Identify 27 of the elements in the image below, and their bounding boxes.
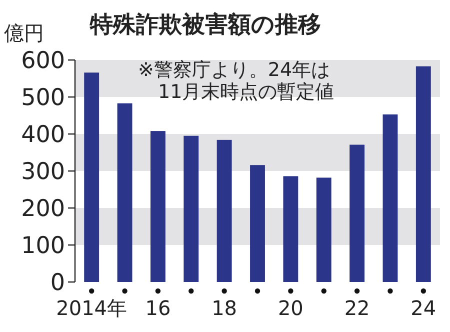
x-tick-label: 22: [344, 296, 370, 320]
y-tick-label: 200: [21, 196, 65, 222]
y-tick-label: 500: [21, 85, 65, 111]
annotation: ※警察庁より。24年は 11月末時点の暫定値: [138, 59, 334, 103]
bar: [184, 136, 199, 282]
x-tick-label: 20: [278, 296, 304, 320]
chart-title: 特殊詐欺被害額の推移: [89, 11, 321, 38]
bar: [216, 140, 232, 282]
bar: [117, 103, 132, 282]
y-tick-label: 0: [50, 270, 65, 296]
x-tick-label: 2014年: [56, 296, 128, 320]
bar: [283, 176, 298, 282]
bar: [416, 66, 431, 282]
x-tick-label: 24: [410, 296, 436, 320]
bar: [316, 178, 332, 282]
y-tick-label: 400: [21, 122, 65, 148]
y-tick-label: 300: [21, 159, 65, 185]
y-axis-title: 億円: [4, 21, 44, 45]
bar: [350, 144, 365, 282]
x-tick-label: 18: [212, 296, 238, 320]
bar: [382, 114, 398, 282]
bar: [150, 131, 166, 282]
bar: [84, 72, 100, 282]
bar: [250, 165, 265, 282]
y-tick-label: 600: [21, 48, 65, 74]
x-tick-label: 16: [145, 296, 171, 320]
y-tick-label: 100: [21, 233, 65, 259]
